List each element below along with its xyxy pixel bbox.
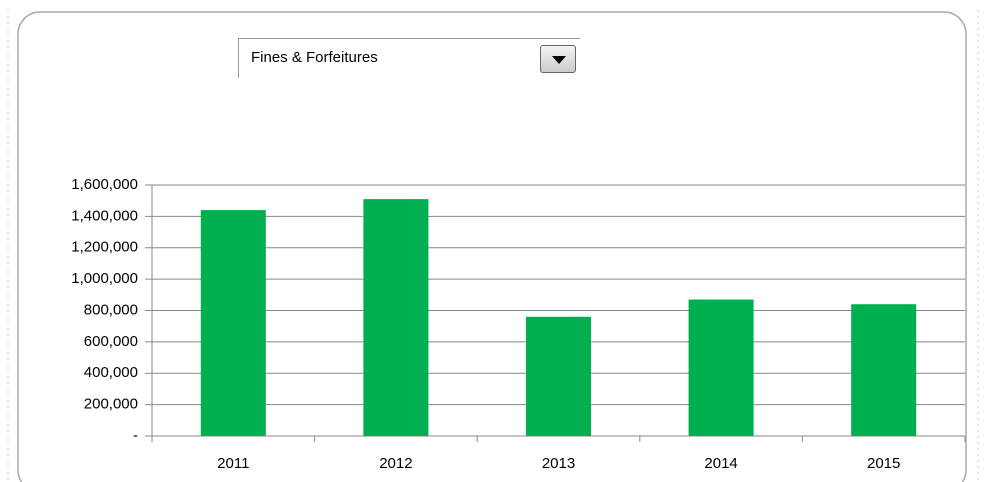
y-tick-label: 1,200,000 bbox=[71, 239, 138, 256]
dropdown[interactable]: Fines & Forfeitures bbox=[238, 38, 580, 78]
bar bbox=[851, 304, 917, 436]
y-tick-label: 1,400,000 bbox=[71, 207, 138, 224]
y-tick-label: 1,600,000 bbox=[71, 176, 138, 193]
y-tick-label: - bbox=[133, 427, 138, 444]
dropdown-text: Fines & Forfeitures bbox=[251, 49, 378, 66]
x-tick-label: 2011 bbox=[217, 455, 249, 472]
y-tick-label: 200,000 bbox=[84, 396, 138, 413]
chart-frame bbox=[17, 11, 967, 482]
y-tick-label: 800,000 bbox=[84, 301, 138, 318]
bar bbox=[525, 316, 592, 436]
x-tick-label: 2014 bbox=[704, 455, 737, 472]
bar bbox=[688, 299, 754, 436]
bar bbox=[200, 210, 266, 436]
dropdown-button[interactable] bbox=[540, 45, 576, 73]
y-tick-label: 600,000 bbox=[84, 333, 138, 350]
y-tick-label: 1,000,000 bbox=[71, 270, 138, 287]
x-tick-label: 2013 bbox=[542, 455, 575, 472]
y-tick-label: 400,000 bbox=[84, 364, 138, 381]
x-tick-label: 2012 bbox=[379, 455, 412, 472]
bar bbox=[363, 199, 429, 436]
x-tick-label: 2015 bbox=[867, 455, 900, 472]
